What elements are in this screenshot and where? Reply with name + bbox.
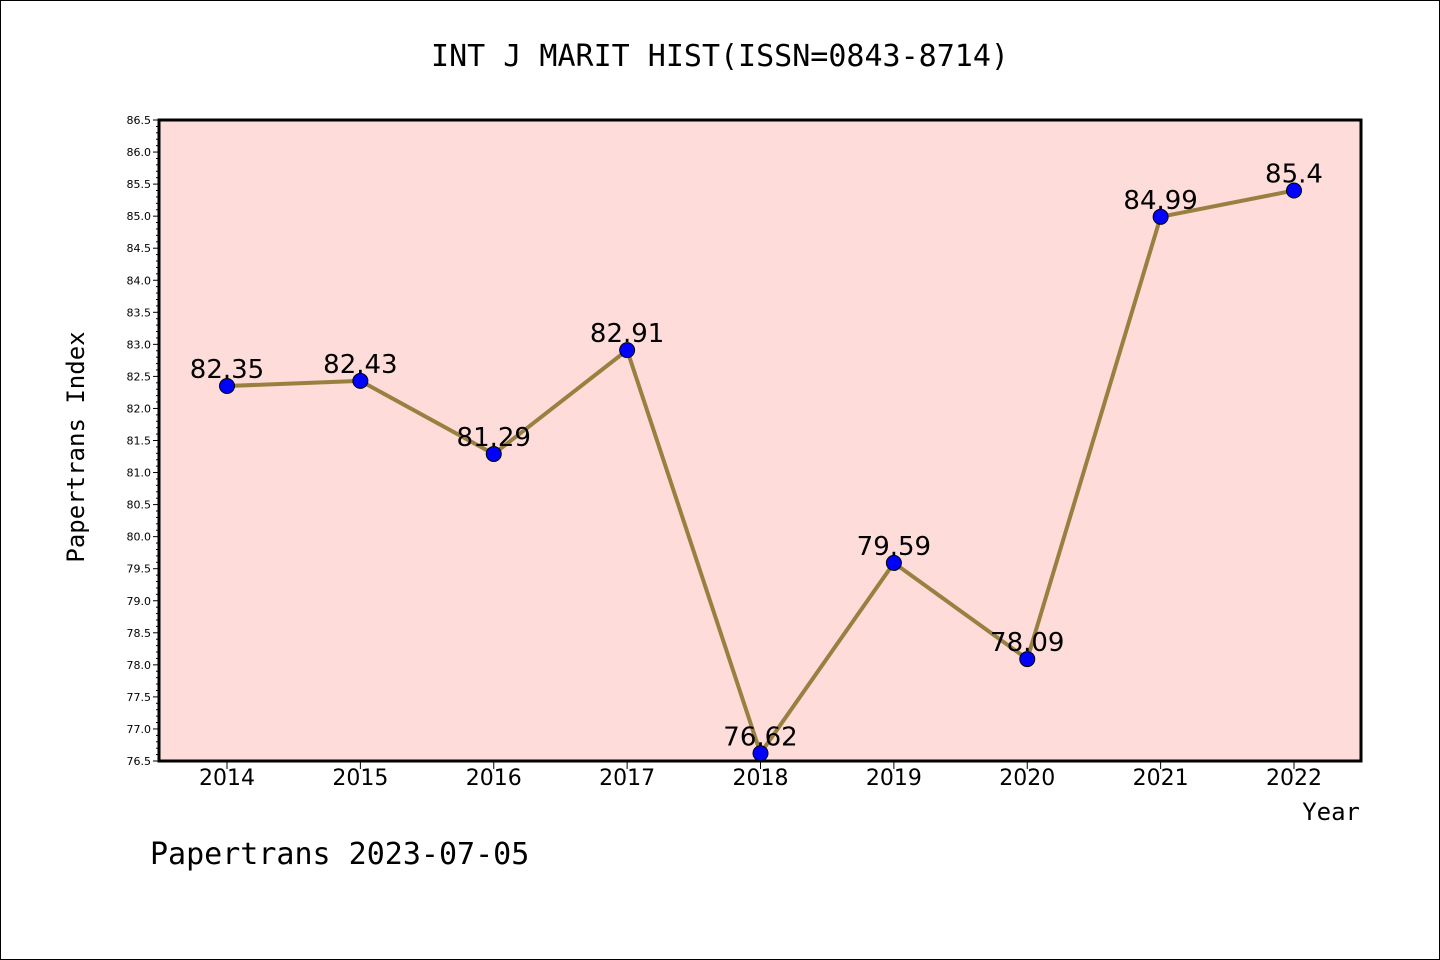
data-label: 79.59 xyxy=(857,532,931,562)
data-label: 82.35 xyxy=(190,355,264,385)
data-labels: 82.35 82.43 81.29 82.91 76.62 79.59 78.09 84.99… xyxy=(190,160,1323,753)
y-tick-label: 81.0 xyxy=(127,467,152,480)
data-point xyxy=(219,378,235,395)
y-tick-label: 83.0 xyxy=(127,338,152,351)
y-tick-label: 78.5 xyxy=(127,627,152,640)
x-tick-label: 2021 xyxy=(1133,766,1189,791)
data-point xyxy=(885,554,902,571)
data-label: 78.09 xyxy=(990,628,1064,658)
y-tick-label: 78.0 xyxy=(127,659,152,672)
y-tick-label: 84.5 xyxy=(127,242,152,255)
x-tick-label: 2015 xyxy=(332,766,388,791)
x-tick-label: 2017 xyxy=(599,766,655,791)
x-tick-label: 2022 xyxy=(1266,766,1322,791)
y-tick-label: 76.5 xyxy=(127,755,152,768)
data-point xyxy=(1286,182,1302,199)
y-tick-label: 86.0 xyxy=(127,146,152,159)
y-tick-label: 81.5 xyxy=(127,435,152,448)
y-axis-label: Papertrans Index xyxy=(62,331,90,562)
data-label: 76.62 xyxy=(723,722,797,752)
x-axis-label: Year xyxy=(1302,798,1360,826)
y-tick-label: 84.0 xyxy=(127,274,152,287)
y-tick-label: 83.5 xyxy=(127,306,152,319)
plot-area xyxy=(157,118,1363,763)
data-point xyxy=(485,445,502,462)
y-axis: 76.5 77.0 77.5 78.0 78.5 79.0 79.5 80.0 80.5 81.0… xyxy=(127,114,159,768)
y-tick-label: 80.5 xyxy=(127,499,152,512)
x-tick-label: 2019 xyxy=(866,766,922,791)
y-tick-label: 79.0 xyxy=(127,595,152,608)
y-tick-label: 86.5 xyxy=(127,114,152,127)
y-tick-label: 77.0 xyxy=(127,723,152,736)
y-tick-label: 79.5 xyxy=(127,563,152,576)
y-tick-label: 82.0 xyxy=(127,402,152,415)
data-points xyxy=(219,182,1302,762)
y-tick-label: 80.0 xyxy=(127,531,152,544)
data-point xyxy=(352,372,369,389)
data-label: 82.91 xyxy=(590,319,664,349)
footer-text: Papertrans 2023-07-05 xyxy=(150,837,529,872)
x-tick-label: 2020 xyxy=(999,766,1055,791)
x-tick-label: 2014 xyxy=(199,766,255,791)
x-tick-label: 2018 xyxy=(733,766,789,791)
y-tick-label: 85.0 xyxy=(127,210,152,223)
data-point xyxy=(1152,208,1169,225)
data-label: 84.99 xyxy=(1123,186,1197,216)
chart-title: INT J MARIT HIST(ISSN=0843-8714) xyxy=(431,39,1009,74)
data-label: 81.29 xyxy=(457,423,531,453)
data-point xyxy=(619,342,636,359)
y-tick-label: 85.5 xyxy=(127,178,152,191)
x-axis: 2014 2015 2016 2017 2018 2019 2020 2021 2022 xyxy=(199,761,1322,791)
data-point xyxy=(752,745,769,762)
data-point xyxy=(1019,651,1036,668)
x-tick-label: 2016 xyxy=(466,766,522,791)
y-tick-label: 77.5 xyxy=(127,691,152,704)
data-label: 85.4 xyxy=(1265,160,1323,190)
data-label: 82.43 xyxy=(323,350,397,380)
y-tick-label: 82.5 xyxy=(127,370,152,383)
